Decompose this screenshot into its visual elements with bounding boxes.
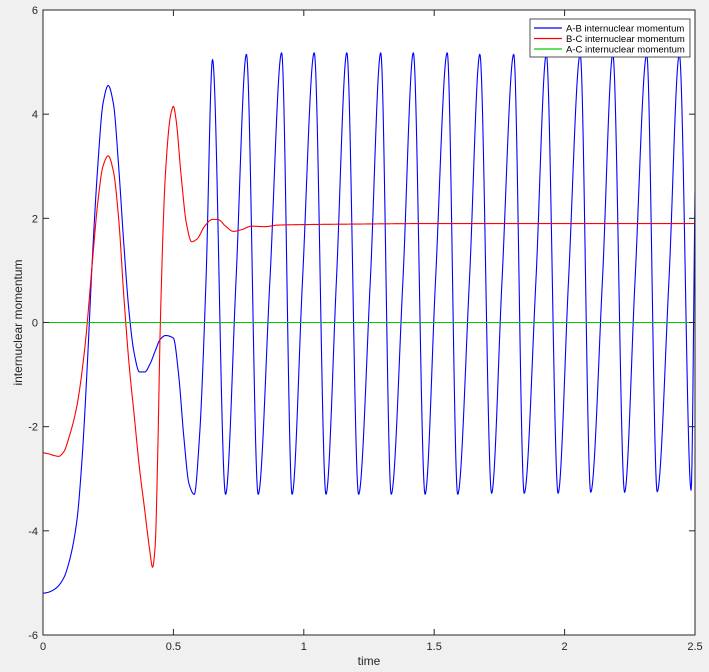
y-tick-label: 6 xyxy=(32,5,38,17)
x-tick-label: 1.5 xyxy=(427,641,442,653)
x-tick-label: 1 xyxy=(301,641,307,653)
x-tick-label: 2.5 xyxy=(687,641,702,653)
x-tick-label: 2 xyxy=(562,641,568,653)
y-tick-label: -4 xyxy=(28,526,38,538)
ticks-layer: 0 0.5 1 1.5 2 2.5 -6 -4 -2 0 2 4 6 xyxy=(28,5,702,653)
legend-entry-2: B-C internuclear momentum xyxy=(566,34,685,45)
y-tick-label: 2 xyxy=(32,213,38,225)
x-axis-label: time xyxy=(358,654,381,668)
series-layer xyxy=(42,52,696,594)
y-tick-label: -6 xyxy=(28,630,38,642)
legend-entry-1: A-B internuclear momentum xyxy=(566,24,684,35)
y-axis-label: internuclear momentum xyxy=(11,259,25,385)
y-tick-label: -2 xyxy=(28,422,38,434)
series-line-1 xyxy=(42,52,696,594)
x-tick-label: 0.5 xyxy=(166,641,181,653)
y-tick-label: 4 xyxy=(32,109,38,121)
legend-entry-3: A-C internuclear momentum xyxy=(566,45,685,56)
series-line-2 xyxy=(42,105,696,568)
x-tick-label: 0 xyxy=(40,641,46,653)
y-tick-label: 0 xyxy=(32,318,38,330)
